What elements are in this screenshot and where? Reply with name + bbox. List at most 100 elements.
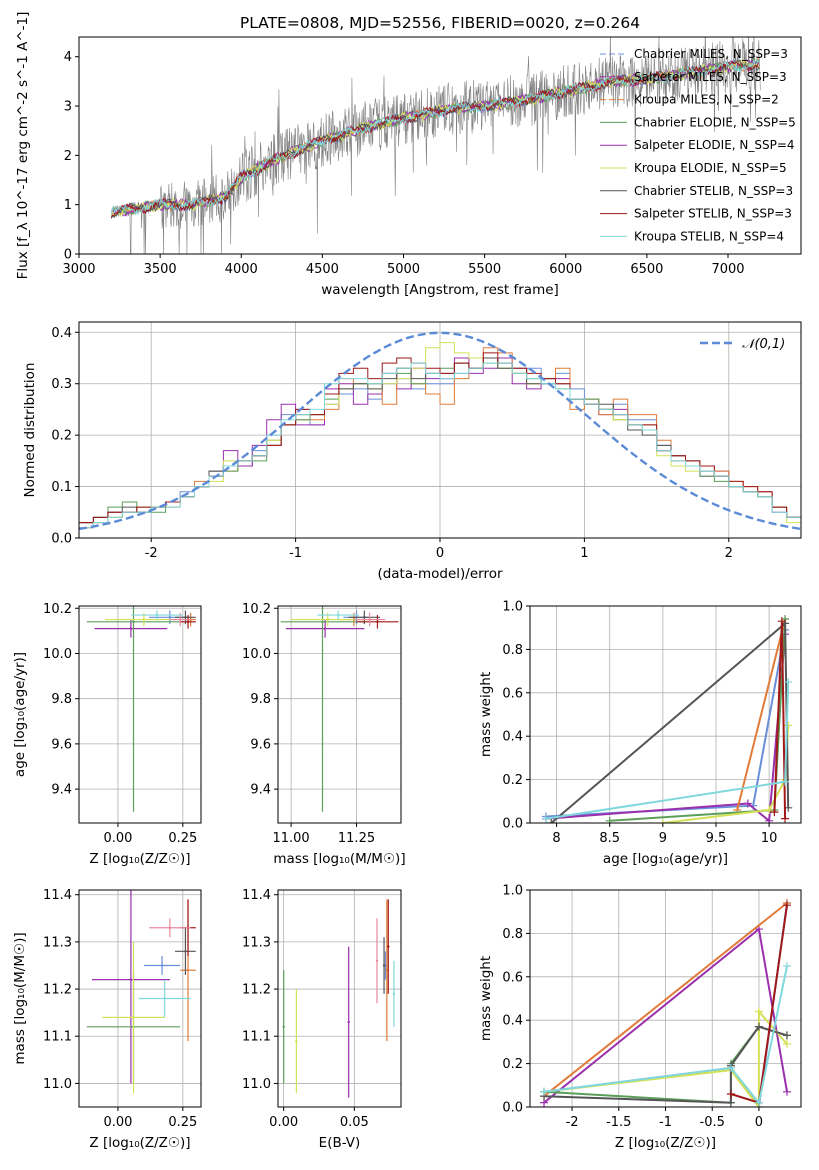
axes-mass-vs-Z: 0.00 0.25 11.0 11.1 11.2 11.3 11.4 Z [log₁₀(Z/Z… (12, 888, 202, 1151)
x-tick-label: -2 (145, 546, 158, 561)
weight-marker (743, 799, 752, 808)
plot-area-mass-vs-EBV (282, 899, 396, 1098)
data-point (385, 968, 389, 972)
y-tick-label: 9.6 (250, 737, 271, 752)
x-tick-label: 0.00 (103, 831, 132, 846)
legend-label: Salpeter STELIB, N_SSP=3 (634, 207, 792, 221)
x-tick-label: -0.5 (700, 1115, 725, 1130)
x-tick-label: 5500 (468, 262, 501, 277)
y-tick-label: 0.1 (51, 480, 72, 495)
histogram-step (79, 362, 801, 538)
axes-spectrum: 3000 3500 4000 4500 5000 5500 6000 6500 7000 0 1 2 3… (15, 12, 802, 298)
data-point (186, 620, 190, 624)
x-tick-label: 3500 (144, 262, 177, 277)
weight-marker (782, 1031, 791, 1040)
y-tick-label: 10.2 (242, 602, 271, 617)
weight-marker (781, 814, 790, 823)
y-tick-label: 0.2 (51, 429, 72, 444)
weight-marker (547, 819, 556, 823)
x-tick-label: -2 (566, 1115, 579, 1130)
data-point (179, 618, 182, 621)
data-point (347, 1020, 350, 1024)
data-point (392, 992, 396, 995)
x-tick-label: 10 (761, 831, 778, 846)
data-point (368, 618, 371, 621)
y-tick-label: 1.0 (502, 600, 523, 615)
plot-area-weight-vs-age (541, 615, 793, 823)
y-tick-label: 9.4 (250, 783, 271, 798)
y-tick-label: 11.1 (242, 1030, 271, 1045)
y-tick-label: 9.8 (250, 692, 271, 707)
y-tick-label: 0.4 (51, 326, 72, 341)
x-tick-label: 7000 (711, 262, 744, 277)
x-tick-label: 5000 (387, 262, 420, 277)
y-tick-label: 0.2 (502, 1057, 523, 1072)
y-axis-label: Normed distribution (22, 363, 38, 498)
y-tick-label: 0.3 (51, 377, 72, 392)
y-axis-label: mass [log₁₀(M/M☉)] (12, 932, 28, 1064)
data-point (142, 618, 146, 621)
x-axis-label: Z [log₁₀(Z/Z☉)] (89, 851, 190, 867)
plot-area-weight-vs-Z (540, 899, 791, 1107)
y-axis-label: age [log₁₀(age/yr)] (12, 652, 28, 777)
y-tick-label: 0.0 (51, 532, 72, 547)
data-point (155, 613, 159, 617)
y-tick-label: 11.2 (242, 983, 271, 998)
axes-residuals: -2 -1 0 1 2 0.0 0.1 0.2 0.3 0.4 (data-model)/error… (22, 321, 802, 582)
legend-label: Chabrier STELIB, N_SSP=3 (634, 184, 793, 198)
weight-marker (726, 1063, 735, 1072)
x-tick-label: -1.5 (606, 1115, 631, 1130)
x-axis-label: E(B-V) (319, 1135, 361, 1151)
plot-area-mass-vs-Z (86, 890, 196, 1093)
weight-marker (540, 1087, 549, 1096)
weight-line (543, 965, 788, 1105)
x-axis-label: Z [log₁₀(Z/Z☉)] (615, 1135, 716, 1151)
y-axis-label: mass weight (478, 672, 494, 757)
legend-label: 𝒩(0,1) (742, 337, 785, 352)
y-tick-label: 0.2 (502, 773, 523, 788)
x-tick-label: -1 (659, 1115, 672, 1130)
y-tick-label: 1.0 (502, 884, 523, 899)
x-tick-label: 0.25 (168, 1115, 197, 1130)
weight-marker (765, 805, 774, 814)
x-tick-label: 1 (580, 546, 588, 561)
weight-marker (754, 1007, 763, 1016)
y-tick-label: 0.6 (502, 970, 523, 985)
y-tick-label: 0.8 (502, 643, 523, 658)
weight-marker (777, 617, 786, 626)
legend-label: Kroupa STELIB, N_SSP=4 (634, 229, 784, 243)
axes-frame (78, 36, 802, 255)
data-point (132, 1016, 135, 1019)
weight-marker (782, 901, 791, 910)
data-point (184, 950, 187, 953)
data-point (375, 959, 379, 962)
x-axis-label: Z [log₁₀(Z/Z☉)] (89, 1135, 190, 1151)
plot-area-age-vs-mass (280, 606, 399, 812)
weight-line (545, 629, 787, 818)
y-tick-label: 11.4 (242, 888, 271, 903)
weight-marker (765, 816, 774, 823)
weight-line (545, 634, 787, 823)
y-tick-label: 11.1 (43, 1030, 72, 1045)
data-point (129, 627, 133, 630)
x-tick-label: 8.5 (599, 831, 620, 846)
plot-area-residuals (79, 331, 801, 538)
data-point (382, 964, 386, 967)
plot-area-age-vs-Z (86, 606, 196, 812)
weight-line (736, 618, 787, 811)
axes-frame (277, 889, 402, 1108)
x-tick-label: 9 (659, 831, 667, 846)
data-point (160, 964, 164, 967)
data-point (323, 627, 327, 630)
data-point (321, 620, 324, 624)
x-tick-label: 0.05 (340, 1115, 369, 1130)
data-point (376, 620, 379, 624)
weight-marker (754, 1098, 763, 1107)
y-tick-label: 9.4 (51, 783, 72, 798)
x-tick-label: 0 (755, 1115, 763, 1130)
data-point (282, 1025, 285, 1029)
x-axis-label: age [log₁₀(age/yr)] (603, 851, 728, 867)
y-tick-label: 0.4 (502, 1014, 523, 1029)
weight-marker (726, 1089, 735, 1098)
model-line (110, 57, 761, 215)
